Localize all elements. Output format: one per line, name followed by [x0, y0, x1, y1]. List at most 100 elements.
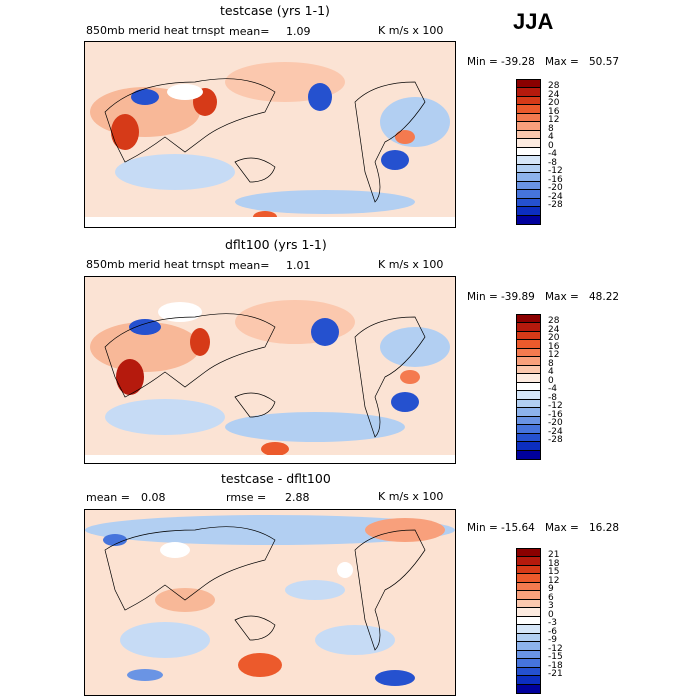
colorbar-tick-label: 16: [548, 341, 560, 352]
panel-2-min-value: -39.89: [501, 291, 535, 303]
panel-1-max-label: Max =: [545, 56, 579, 68]
panel-2-mean-value: 1.01: [286, 259, 311, 272]
colorbar-swatch: [517, 399, 540, 409]
colorbar-tick-label: 16: [548, 106, 560, 117]
panel-1-mean-label: mean=: [229, 25, 270, 38]
colorbar-tick-label: 0: [548, 609, 554, 620]
colorbar-tick-label: 12: [548, 115, 560, 125]
season-label: JJA: [513, 9, 554, 34]
colorbar-tick-label: -16: [548, 174, 563, 185]
colorbar-tick-label: -12: [548, 401, 563, 411]
colorbar-swatch: [517, 642, 540, 651]
colorbar-swatch: [517, 450, 540, 459]
panel-3-min-label: Min =: [467, 522, 498, 534]
colorbar-tick-label: 8: [548, 358, 554, 369]
colorbar-swatch: [517, 181, 540, 191]
colorbar-tick-label: 12: [548, 575, 560, 586]
colorbar-swatch: [517, 215, 540, 224]
colorbar-swatch: [517, 582, 540, 592]
panel-1-colorbar: [516, 79, 541, 225]
colorbar-swatch: [517, 591, 540, 600]
colorbar-swatch: [517, 442, 540, 451]
colorbar-tick-label: -20: [548, 418, 563, 428]
colorbar-swatch: [517, 650, 540, 660]
colorbar-swatch: [517, 207, 540, 216]
colorbar-tick-label: -8: [548, 392, 557, 403]
colorbar-swatch: [517, 616, 540, 626]
colorbar-tick-label: -28: [548, 435, 563, 445]
panel-3-colorbar: [516, 548, 541, 694]
panel-1-min-label: Min =: [467, 56, 498, 68]
colorbar-swatch: [517, 659, 540, 668]
panel-3-max-label: Max =: [545, 522, 579, 534]
colorbar-tick-label: 24: [548, 89, 560, 100]
panel-3-mean-label: mean =: [86, 491, 130, 504]
colorbar-tick-label: -9: [548, 635, 557, 645]
colorbar-tick-label: -8: [548, 157, 557, 168]
colorbar-tick-label: 12: [548, 350, 560, 360]
colorbar-tick-label: -18: [548, 660, 563, 671]
colorbar-swatch: [517, 408, 540, 417]
panel-2-title: dflt100 (yrs 1-1): [225, 237, 327, 252]
colorbar-swatch: [517, 684, 540, 693]
colorbar-swatch: [517, 88, 540, 97]
panel-3-rmse-label: rmse =: [226, 491, 267, 504]
colorbar-swatch: [517, 365, 540, 375]
panel-3-units: K m/s x 100: [378, 490, 444, 503]
colorbar-swatch: [517, 667, 540, 677]
panel-1-map-field: [85, 62, 455, 227]
colorbar-tick-label: 24: [548, 324, 560, 335]
panel-2-field-label: 850mb merid heat trnspt: [86, 258, 225, 271]
colorbar-swatch: [517, 374, 540, 383]
panel-2-max-value: 48.22: [589, 291, 620, 303]
colorbar-swatch: [517, 391, 540, 400]
colorbar-swatch: [517, 599, 540, 609]
colorbar-tick-label: 20: [548, 98, 560, 108]
colorbar-swatch: [517, 625, 540, 634]
colorbar-swatch: [517, 130, 540, 140]
colorbar-tick-label: 20: [548, 333, 560, 343]
colorbar-swatch: [517, 156, 540, 165]
colorbar-swatch: [517, 425, 540, 434]
panel-3-mean-value: 0.08: [141, 491, 166, 504]
panel-1-map: [84, 41, 456, 228]
panel-2-map-field: [85, 300, 455, 463]
colorbar-swatch: [517, 557, 540, 566]
colorbar-swatch: [517, 190, 540, 199]
colorbar-tick-label: 21: [548, 550, 560, 560]
colorbar-tick-label: -4: [548, 384, 557, 394]
colorbar-swatch: [517, 433, 540, 443]
colorbar-tick-label: -4: [548, 149, 557, 159]
colorbar-tick-label: 28: [548, 81, 560, 91]
colorbar-tick-label: -3: [548, 618, 557, 628]
colorbar-tick-label: -12: [548, 643, 563, 654]
panel-2-min-label: Min =: [467, 291, 498, 303]
colorbar-swatch: [517, 676, 540, 685]
colorbar-tick-label: 9: [548, 584, 554, 594]
panel-3-map-field: [85, 515, 455, 686]
colorbar-swatch: [517, 340, 540, 349]
panel-3-rmse-value: 2.88: [285, 491, 310, 504]
colorbar-swatch: [517, 574, 540, 583]
colorbar-tick-label: -24: [548, 191, 563, 202]
colorbar-tick-label: 4: [548, 367, 554, 377]
panel-1-max-value: 50.57: [589, 56, 620, 68]
colorbar-swatch: [517, 382, 540, 392]
colorbar-tick-label: -24: [548, 426, 563, 437]
colorbar-tick-label: 18: [548, 558, 560, 569]
panel-3-map: [84, 509, 456, 696]
colorbar-swatch: [517, 173, 540, 182]
colorbar-tick-label: 15: [548, 567, 560, 577]
panel-2-colorbar: [516, 314, 541, 460]
colorbar-swatch: [517, 565, 540, 575]
colorbar-tick-label: -21: [548, 669, 563, 679]
colorbar-swatch: [517, 416, 540, 426]
colorbar-swatch: [517, 96, 540, 106]
panel-3-min-value: -15.64: [501, 522, 535, 534]
panel-2-max-label: Max =: [545, 291, 579, 303]
colorbar-tick-label: 4: [548, 132, 554, 142]
colorbar-tick-label: 0: [548, 375, 554, 386]
colorbar-swatch: [517, 357, 540, 366]
colorbar-tick-label: 3: [548, 601, 554, 611]
colorbar-tick-label: -12: [548, 166, 563, 176]
